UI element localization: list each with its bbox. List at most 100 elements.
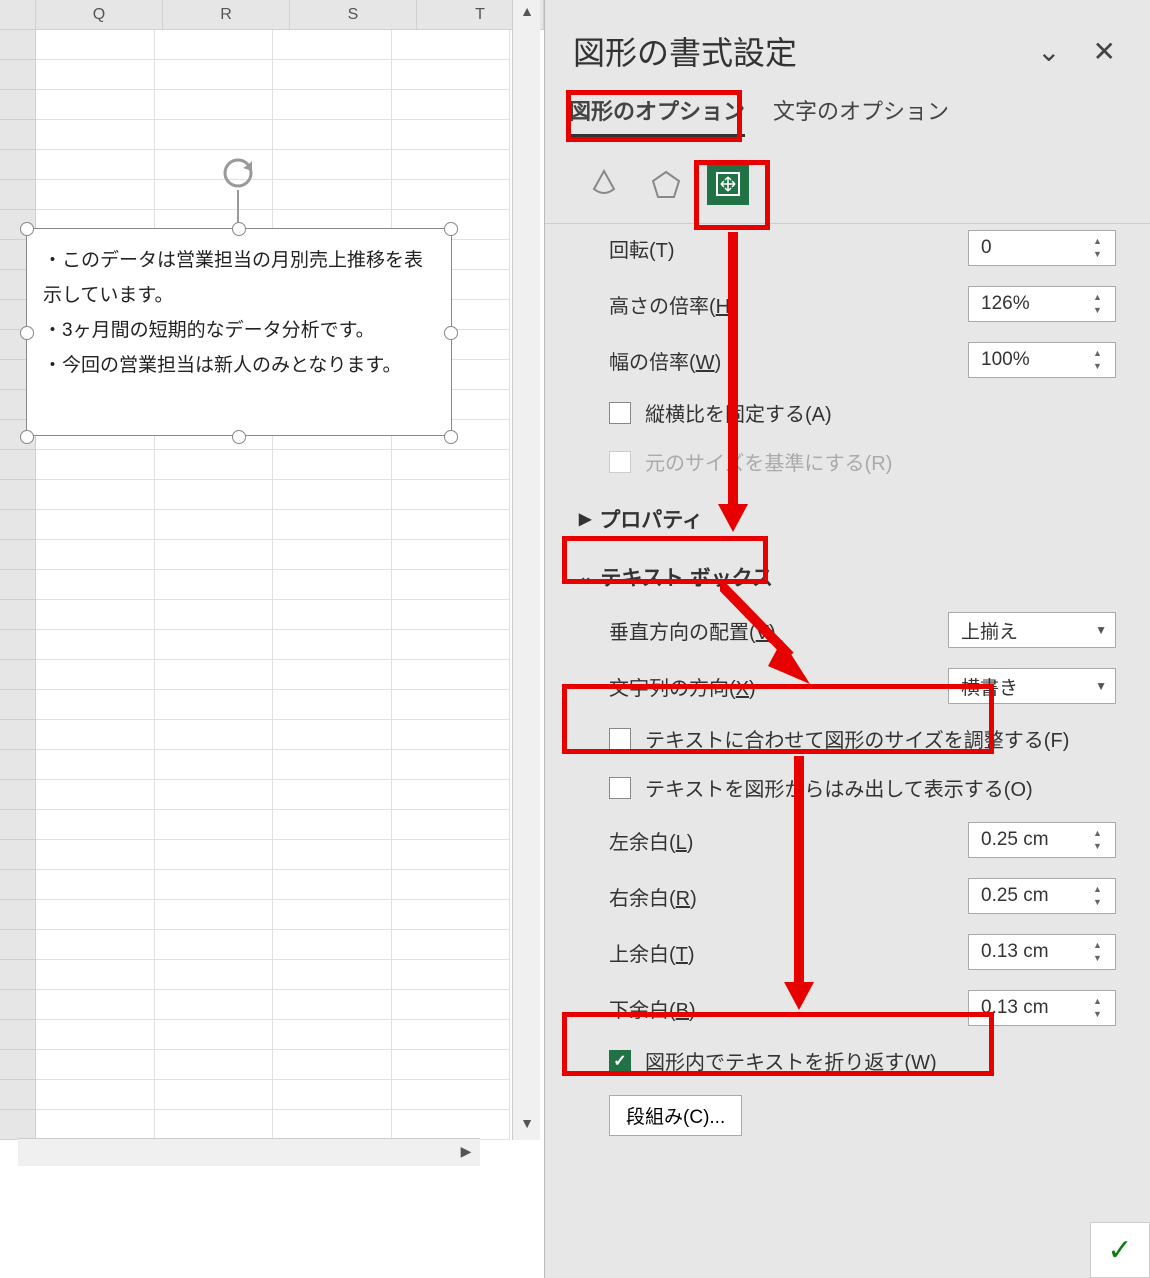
cell[interactable]: [392, 600, 511, 630]
cell[interactable]: [155, 510, 274, 540]
cell[interactable]: [36, 510, 155, 540]
cell[interactable]: [273, 120, 392, 150]
cell[interactable]: [36, 1020, 155, 1050]
selection-handle[interactable]: [444, 430, 458, 444]
cell[interactable]: [392, 570, 511, 600]
cell[interactable]: [392, 840, 511, 870]
horizontal-scrollbar[interactable]: ▶: [18, 1138, 480, 1166]
margin-left-input[interactable]: 0.25 cm ▲▼: [968, 822, 1116, 858]
cell[interactable]: [36, 150, 155, 180]
cell[interactable]: [155, 570, 274, 600]
autofit-row[interactable]: テキストに合わせて図形のサイズを調整する(F): [563, 714, 1132, 763]
cell[interactable]: [273, 150, 392, 180]
cell[interactable]: [36, 750, 155, 780]
cell[interactable]: [155, 870, 274, 900]
cell[interactable]: [392, 660, 511, 690]
scroll-up-icon[interactable]: ▲: [513, 0, 541, 28]
cell[interactable]: [36, 450, 155, 480]
cell[interactable]: [36, 630, 155, 660]
col-header[interactable]: Q: [36, 0, 163, 29]
cell[interactable]: [392, 480, 511, 510]
close-icon[interactable]: ✕: [1083, 35, 1126, 68]
cell[interactable]: [155, 90, 274, 120]
cell[interactable]: [273, 510, 392, 540]
cell[interactable]: [392, 1110, 511, 1140]
cell[interactable]: [155, 690, 274, 720]
cell[interactable]: [392, 510, 511, 540]
confirm-button[interactable]: ✓: [1090, 1222, 1150, 1278]
cell[interactable]: [273, 630, 392, 660]
cell[interactable]: [392, 450, 511, 480]
spinner-icon[interactable]: ▲▼: [1093, 941, 1109, 963]
cell[interactable]: [392, 720, 511, 750]
cell[interactable]: [155, 750, 274, 780]
spinner-icon[interactable]: ▲▼: [1093, 237, 1109, 259]
cell[interactable]: [273, 780, 392, 810]
checkbox-unchecked-icon[interactable]: [609, 728, 631, 750]
cell[interactable]: [36, 180, 155, 210]
rotation-input[interactable]: 0 ▲▼: [968, 230, 1116, 266]
scroll-down-icon[interactable]: ▼: [513, 1112, 541, 1140]
cell[interactable]: [273, 480, 392, 510]
selection-handle[interactable]: [232, 430, 246, 444]
cell[interactable]: [273, 750, 392, 780]
selection-handle[interactable]: [444, 222, 458, 236]
cell[interactable]: [273, 690, 392, 720]
textbox-section-header[interactable]: ⌄ テキスト ボックス: [563, 544, 1132, 602]
checkbox-unchecked-icon[interactable]: [609, 402, 631, 424]
cell[interactable]: [36, 930, 155, 960]
cell[interactable]: [392, 990, 511, 1020]
cell[interactable]: [392, 960, 511, 990]
scroll-right-icon[interactable]: ▶: [452, 1139, 480, 1167]
selection-handle[interactable]: [20, 430, 34, 444]
cell[interactable]: [392, 900, 511, 930]
lock-aspect-row[interactable]: 縦横比を固定する(A): [563, 388, 1132, 437]
cell[interactable]: [273, 660, 392, 690]
wrap-text-row[interactable]: ✓ 図形内でテキストを折り返す(W): [563, 1036, 1132, 1085]
cell[interactable]: [392, 540, 511, 570]
cell[interactable]: [155, 930, 274, 960]
spinner-icon[interactable]: ▲▼: [1093, 349, 1109, 371]
collapse-icon[interactable]: ⌄: [1015, 35, 1082, 68]
cell[interactable]: [392, 1080, 511, 1110]
cell[interactable]: [392, 60, 511, 90]
cell[interactable]: [273, 1020, 392, 1050]
valign-dropdown[interactable]: 上揃え ▼: [948, 612, 1116, 648]
effects-icon[interactable]: [645, 163, 687, 205]
cell[interactable]: [36, 1110, 155, 1140]
cell[interactable]: [36, 1050, 155, 1080]
cell[interactable]: [392, 120, 511, 150]
spinner-icon[interactable]: ▲▼: [1093, 885, 1109, 907]
spinner-icon[interactable]: ▲▼: [1093, 997, 1109, 1019]
selection-handle[interactable]: [444, 326, 458, 340]
cell[interactable]: [36, 810, 155, 840]
cell[interactable]: [273, 960, 392, 990]
textdir-dropdown[interactable]: 横書き ▼: [948, 668, 1116, 704]
cell[interactable]: [155, 540, 274, 570]
cell[interactable]: [155, 120, 274, 150]
cell[interactable]: [273, 720, 392, 750]
cell[interactable]: [155, 840, 274, 870]
cell[interactable]: [36, 1080, 155, 1110]
cell[interactable]: [273, 900, 392, 930]
cell[interactable]: [155, 600, 274, 630]
cell[interactable]: [36, 30, 155, 60]
cell[interactable]: [273, 930, 392, 960]
cell[interactable]: [392, 150, 511, 180]
properties-section-header[interactable]: ▶ プロパティ: [563, 486, 1132, 544]
cell[interactable]: [155, 660, 274, 690]
cell[interactable]: [392, 750, 511, 780]
cell[interactable]: [155, 900, 274, 930]
cell[interactable]: [273, 870, 392, 900]
selection-handle[interactable]: [20, 326, 34, 340]
cell[interactable]: [155, 720, 274, 750]
cell[interactable]: [273, 810, 392, 840]
checkbox-checked-icon[interactable]: ✓: [609, 1050, 631, 1072]
cell[interactable]: [36, 870, 155, 900]
cell[interactable]: [392, 180, 511, 210]
cell[interactable]: [36, 840, 155, 870]
cell[interactable]: [392, 30, 511, 60]
cell[interactable]: [36, 60, 155, 90]
cell[interactable]: [273, 1080, 392, 1110]
tab-shape-options[interactable]: 図形のオプション: [569, 94, 745, 137]
